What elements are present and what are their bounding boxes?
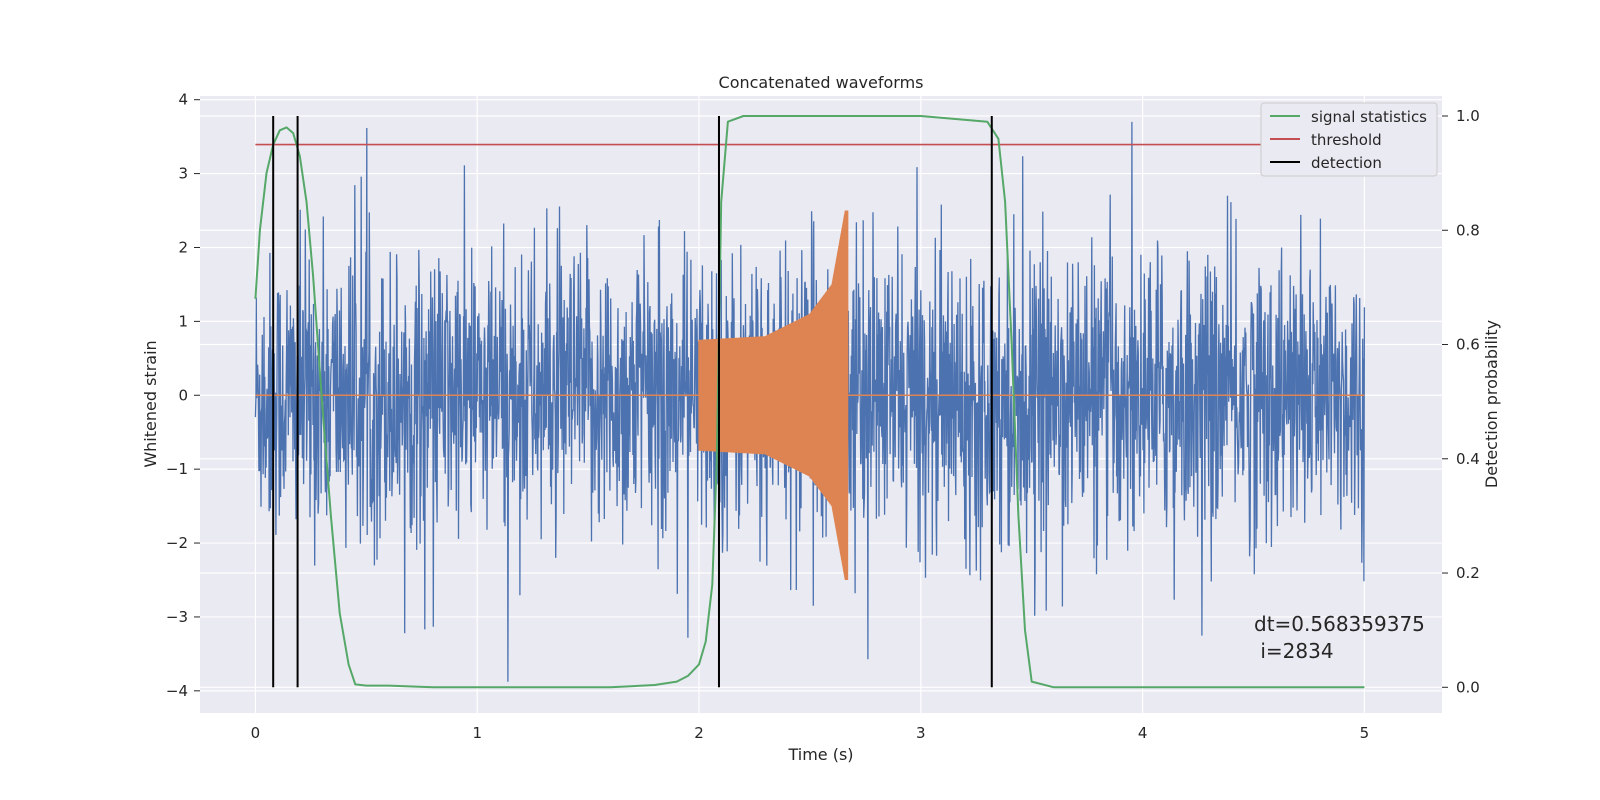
legend-box [1260, 102, 1438, 177]
y-tick-label: −3 [166, 608, 188, 626]
y-axis-label: Whitened strain [141, 340, 160, 467]
y-right-tick-label: 0.6 [1456, 336, 1480, 354]
series-signal-statistics [254, 115, 1365, 689]
x-tick-label: 0 [251, 724, 261, 742]
y-right-tick-label: 1.0 [1456, 107, 1480, 125]
legend-label-threshold: threshold [1311, 131, 1382, 149]
annotation-i: i=2834 [1254, 639, 1334, 663]
y-right-tick-label: 0.8 [1456, 221, 1480, 239]
y-right-tick-label: 0.0 [1456, 678, 1480, 696]
legend-label-detection: detection [1311, 154, 1382, 172]
x-tick-label: 2 [694, 724, 704, 742]
y-tick-label: 3 [178, 165, 188, 183]
series-injected-chirp [255, 210, 1365, 581]
legend-label-signal-statistics: signal statistics [1311, 108, 1427, 126]
y-right-tick-label: 0.4 [1456, 450, 1480, 468]
x-tick-label: 4 [1138, 724, 1148, 742]
x-tick-label: 3 [916, 724, 926, 742]
y-axis-right-label: Detection probability [1482, 320, 1501, 488]
y-tick-label: 1 [178, 312, 188, 330]
y-tick-label: −2 [166, 534, 188, 552]
y-tick-label: −1 [166, 460, 188, 478]
chart-title: Concatenated waveforms [719, 73, 924, 92]
x-axis-label: Time (s) [787, 745, 853, 764]
y-tick-label: 0 [178, 386, 188, 404]
y-tick-label: 4 [178, 91, 188, 109]
series-layer [254, 115, 1366, 689]
x-tick-label: 5 [1360, 724, 1370, 742]
legend: signal statistics threshold detection [1260, 102, 1438, 177]
ticks: 0 1 2 3 4 5 −4 −3 −2 −1 0 1 2 3 4 0.0 0.2 0.4 0.6 0.8 1.0 [166, 91, 1480, 742]
annotation-dt: dt=0.568359375 [1254, 612, 1425, 636]
x-tick-label: 1 [472, 724, 482, 742]
y-right-tick-label: 0.2 [1456, 564, 1480, 582]
y-tick-label: 2 [178, 238, 188, 256]
y-tick-label: −4 [166, 682, 188, 700]
